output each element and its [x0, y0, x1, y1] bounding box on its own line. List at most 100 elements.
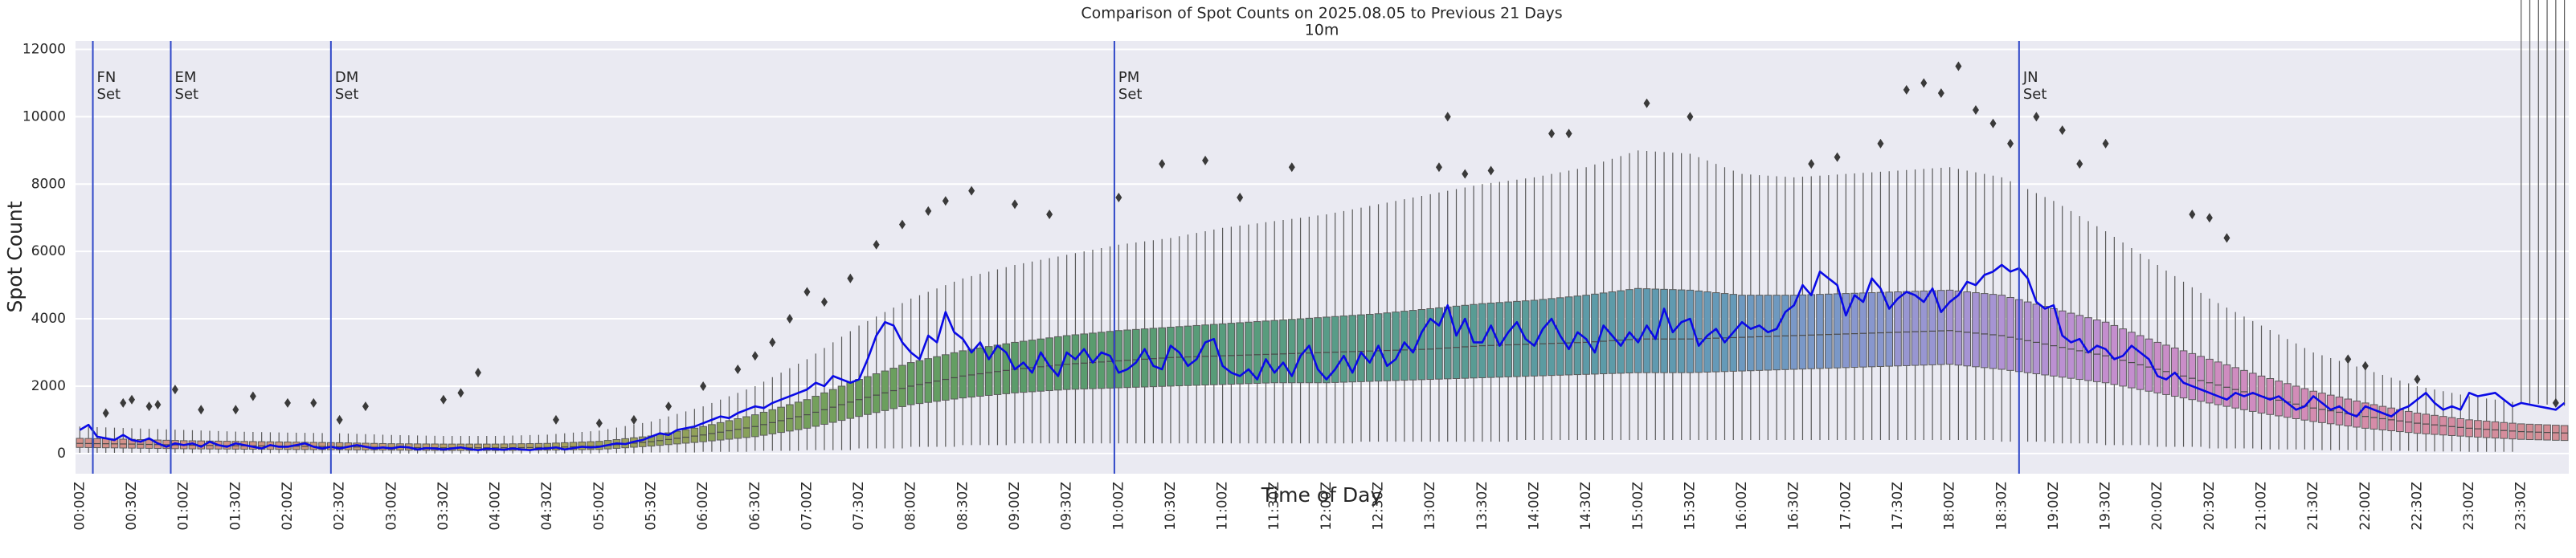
y-tick-label: 8000 [31, 176, 66, 192]
box [1539, 299, 1548, 377]
box [2370, 404, 2378, 430]
box [2023, 301, 2032, 373]
box [1201, 324, 1209, 386]
outlier [968, 185, 975, 196]
box [673, 430, 681, 445]
outlier [1288, 162, 1295, 173]
box [1564, 296, 1573, 376]
outlier [1487, 165, 1494, 176]
outlier [2076, 159, 2083, 169]
x-tick-label: 14:00Z [1526, 482, 1542, 531]
box [587, 441, 595, 450]
box [1867, 292, 1876, 368]
box [2050, 308, 2058, 377]
box [2058, 310, 2067, 378]
outlier [129, 394, 136, 405]
outlier [2552, 397, 2559, 408]
box [855, 379, 863, 417]
box [1773, 295, 1781, 371]
box [1876, 291, 1885, 367]
box [976, 347, 984, 397]
chart-subtitle: 10m [1305, 22, 1339, 39]
x-tick-label: 09:00Z [1007, 482, 1023, 531]
outlier [1643, 98, 1650, 108]
box [777, 406, 785, 434]
x-tick-label: 15:30Z [1682, 482, 1698, 531]
box [2128, 332, 2136, 389]
outlier [249, 391, 256, 401]
x-tick-label: 09:30Z [1059, 482, 1075, 531]
box [335, 442, 344, 450]
outlier [1972, 104, 1979, 115]
box [1279, 319, 1287, 384]
box [2067, 312, 2075, 379]
outlier [751, 351, 758, 361]
box [2231, 367, 2239, 409]
outlier [1877, 138, 1884, 149]
box [1296, 318, 1305, 384]
y-tick-label: 0 [57, 446, 66, 462]
box [569, 442, 578, 450]
outlier [362, 401, 369, 412]
box [942, 354, 950, 401]
y-tick-label: 6000 [31, 243, 66, 259]
box [1114, 330, 1123, 389]
event-label: Set [335, 86, 359, 103]
box [742, 416, 750, 438]
x-tick-label: 03:00Z [383, 482, 399, 531]
event-label: Set [2023, 86, 2047, 103]
box [1158, 327, 1166, 387]
x-tick-label: 06:00Z [695, 482, 711, 531]
today-line [79, 263, 2566, 451]
box [1963, 291, 1971, 367]
outlier [630, 414, 637, 425]
outlier [552, 414, 559, 425]
outlier [1808, 159, 1815, 169]
outlier [820, 297, 828, 308]
box [1824, 293, 1833, 369]
box [1452, 305, 1461, 380]
outlier [1687, 112, 1694, 122]
box [759, 411, 768, 436]
box [1357, 314, 1365, 382]
x-tick-label: 08:30Z [955, 482, 971, 531]
box [1080, 333, 1089, 389]
x-tick-label: 20:30Z [2202, 482, 2218, 531]
outlier [310, 397, 317, 408]
outlier [1444, 112, 1451, 122]
event-label: DM [335, 69, 358, 86]
box [2006, 296, 2014, 371]
box [1417, 309, 1426, 381]
event-label: JN [2022, 69, 2038, 86]
box [1054, 336, 1062, 391]
box [915, 360, 924, 405]
outlier [734, 364, 742, 374]
box [1348, 315, 1357, 383]
box [1071, 334, 1080, 390]
box [1513, 300, 1521, 377]
x-tick-label: 13:00Z [1422, 482, 1438, 531]
box [1236, 322, 1244, 385]
x-tick-label: 00:30Z [124, 482, 140, 531]
outlier [1046, 210, 1053, 220]
outlier [2007, 138, 2014, 149]
box [2206, 358, 2214, 404]
outlier [1834, 152, 1841, 162]
box [794, 401, 803, 430]
outlier [2033, 112, 2040, 122]
box [2378, 405, 2387, 430]
outlier [700, 381, 707, 391]
box [993, 344, 1002, 395]
box [1097, 332, 1106, 389]
box [924, 358, 933, 403]
outlier [2361, 360, 2369, 371]
box [1245, 321, 1253, 385]
outlier [457, 388, 464, 398]
outlier [120, 397, 127, 408]
outlier [1920, 78, 1928, 88]
box [1435, 307, 1443, 380]
y-tick-label: 2000 [31, 378, 66, 394]
outlier [1989, 118, 1997, 128]
